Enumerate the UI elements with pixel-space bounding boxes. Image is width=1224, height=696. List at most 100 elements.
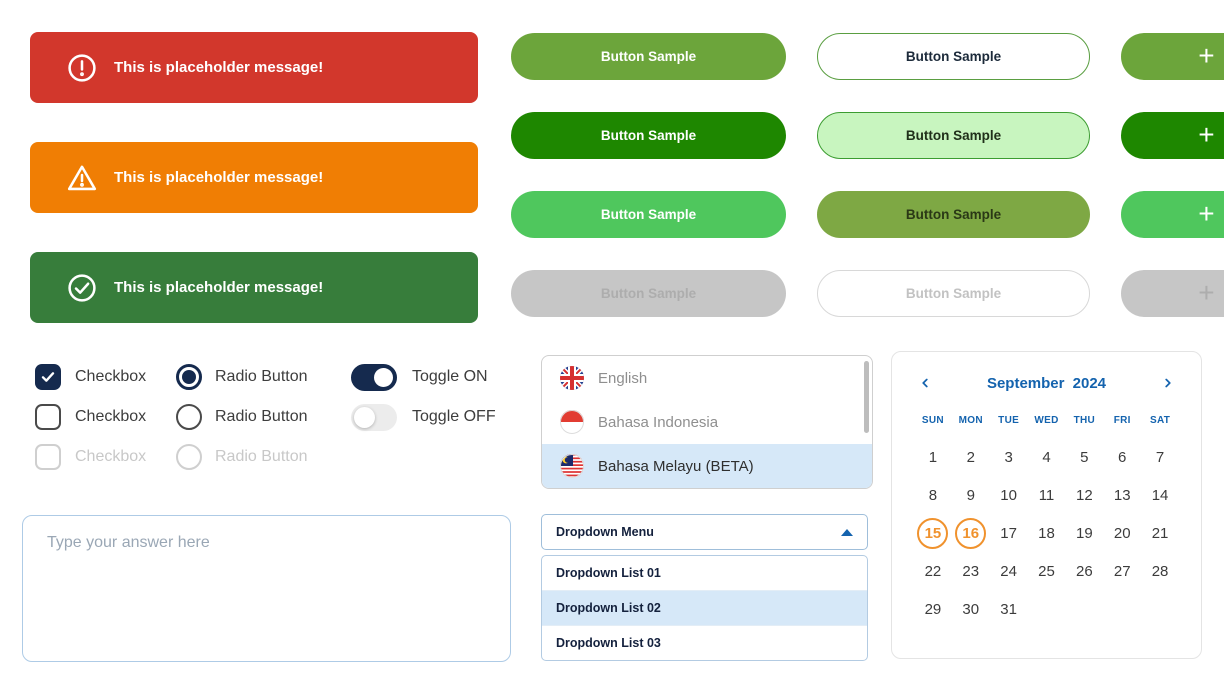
- weekday-label: WED: [1034, 415, 1059, 426]
- day-number: 13: [1113, 487, 1131, 504]
- language-label: Bahasa Indonesia: [598, 413, 719, 431]
- language-item[interactable]: English: [542, 356, 872, 400]
- button-sample-outline[interactable]: Button Sample: [817, 33, 1090, 80]
- toggle-on[interactable]: [351, 363, 397, 391]
- toggle-off[interactable]: [351, 403, 397, 431]
- calendar-day[interactable]: 27: [1103, 556, 1141, 587]
- calendar-day[interactable]: 29: [914, 594, 952, 625]
- calendar-day[interactable]: 8: [914, 480, 952, 511]
- dropdown-header[interactable]: Dropdown Menu: [541, 514, 868, 550]
- calendar-day[interactable]: 6: [1103, 442, 1141, 473]
- calendar-day[interactable]: 5: [1065, 442, 1103, 473]
- button-label: Button Sample: [600, 128, 697, 143]
- calendar-day[interactable]: 10: [990, 480, 1028, 511]
- button-sample-disabled[interactable]: Button Sample: [511, 270, 786, 317]
- button-sample-bright-plus[interactable]: +Button Sample: [1121, 191, 1224, 238]
- weekday-label: SAT: [1149, 415, 1171, 426]
- calendar-grid: 1 2 3 4 5 6 7 8 9 10 11 12 13 14 15 16 17 18 19 20 21 22 23 24 2…: [914, 442, 1179, 625]
- alerts-section: This is placeholder message! This is pla…: [30, 32, 478, 362]
- chevron-up-icon: [841, 528, 853, 536]
- calendar-next-button[interactable]: [1157, 372, 1179, 394]
- calendar-day[interactable]: 28: [1141, 556, 1179, 587]
- day-number: 19: [1076, 525, 1093, 542]
- button-sample-olive-plus[interactable]: +Button Sample: [1121, 33, 1224, 80]
- day-number: 27: [1113, 563, 1131, 580]
- day-number: 18: [1038, 525, 1055, 542]
- day-number: 4: [1042, 449, 1051, 466]
- calendar-day[interactable]: 18: [1028, 518, 1066, 549]
- calendar-day[interactable]: 22: [914, 556, 952, 587]
- calendar-day[interactable]: 25: [1028, 556, 1066, 587]
- alert-message: This is placeholder message!: [114, 169, 324, 186]
- button-grid: Button Sample Button Sample Button Sample B…: [511, 33, 1224, 317]
- radio-selected[interactable]: [176, 364, 202, 390]
- radio-label: Radio Button: [215, 368, 308, 385]
- calendar-day[interactable]: 15: [914, 518, 952, 549]
- button-sample-outline-disabled[interactable]: Button Sample: [817, 270, 1090, 317]
- day-number: 23: [962, 563, 980, 580]
- day-number: 22: [924, 563, 942, 580]
- language-item[interactable]: Bahasa Indonesia: [542, 400, 872, 444]
- calendar-prev-button[interactable]: [914, 372, 936, 394]
- calendar-day[interactable]: 2: [952, 442, 990, 473]
- calendar-day[interactable]: 31: [990, 594, 1028, 625]
- dropdown-item[interactable]: Dropdown List 02: [542, 591, 867, 626]
- checkbox-label: Checkbox: [75, 368, 147, 385]
- calendar-day[interactable]: 19: [1065, 518, 1103, 549]
- weekday-label: TUE: [998, 415, 1020, 426]
- controls-section: Checkbox Radio Button Toggle ON Checkbox…: [35, 357, 496, 477]
- language-item[interactable]: Bahasa Melayu (BETA): [542, 444, 872, 488]
- button-sample-dark-plus[interactable]: +Button Sample: [1121, 112, 1224, 159]
- alert-error: This is placeholder message!: [30, 32, 478, 103]
- calendar-day[interactable]: 13: [1103, 480, 1141, 511]
- scrollbar[interactable]: [864, 361, 869, 433]
- day-number: 10: [1000, 487, 1017, 504]
- calendar-day[interactable]: 14: [1141, 480, 1179, 511]
- button-sample-olive[interactable]: Button Sample: [511, 33, 786, 80]
- day-number: 6: [1118, 449, 1127, 466]
- calendar-day[interactable]: 30: [952, 594, 990, 625]
- calendar-day[interactable]: 16: [952, 518, 990, 549]
- button-sample-tint[interactable]: Button Sample: [817, 112, 1090, 159]
- radio-disabled: [176, 444, 202, 470]
- day-number: 31: [1000, 601, 1017, 618]
- dropdown-item[interactable]: Dropdown List 03: [556, 636, 661, 650]
- day-number: 7: [1155, 449, 1165, 466]
- button-label: Button Sample: [600, 49, 697, 64]
- calendar-day[interactable]: 3: [990, 442, 1028, 473]
- calendar-day[interactable]: 9: [952, 480, 990, 511]
- calendar-day[interactable]: 26: [1065, 556, 1103, 587]
- dropdown-item[interactable]: Dropdown List 01: [542, 556, 867, 591]
- calendar-day[interactable]: 7: [1141, 442, 1179, 473]
- radio-unselected[interactable]: [176, 404, 202, 430]
- chevron-right-icon: [1165, 378, 1171, 388]
- calendar-day[interactable]: 20: [1103, 518, 1141, 549]
- button-label: Button Sample: [600, 207, 697, 222]
- calendar-day[interactable]: 11: [1028, 480, 1066, 511]
- checkbox-checked[interactable]: [35, 364, 61, 390]
- alert-message: This is placeholder message!: [114, 59, 324, 76]
- day-number: 26: [1076, 563, 1093, 580]
- button-sample-bright[interactable]: Button Sample: [511, 191, 786, 238]
- answer-input[interactable]: [22, 515, 511, 662]
- calendar-day[interactable]: 1: [914, 442, 952, 473]
- alert-success: This is placeholder message!: [30, 252, 478, 323]
- calendar-day[interactable]: 24: [990, 556, 1028, 587]
- calendar-day[interactable]: 4: [1028, 442, 1066, 473]
- day-number: 24: [1000, 563, 1017, 580]
- button-sample-dark[interactable]: Button Sample: [511, 112, 786, 159]
- day-number: 1: [928, 449, 938, 466]
- button-sample-disabled-plus[interactable]: +Button Sample: [1121, 270, 1224, 317]
- calendar-day[interactable]: 21: [1141, 518, 1179, 549]
- calendar-day[interactable]: 12: [1065, 480, 1103, 511]
- malaysia-flag-icon: [560, 454, 584, 478]
- calendar-day[interactable]: 17: [990, 518, 1028, 549]
- day-number: 16: [955, 518, 987, 549]
- button-sample-olive2[interactable]: Button Sample: [817, 191, 1090, 238]
- checkbox-disabled: [35, 444, 61, 470]
- checkbox-unchecked[interactable]: [35, 404, 61, 430]
- day-number: 12: [1076, 487, 1093, 504]
- calendar-day[interactable]: 23: [952, 556, 990, 587]
- day-number: 2: [966, 449, 975, 466]
